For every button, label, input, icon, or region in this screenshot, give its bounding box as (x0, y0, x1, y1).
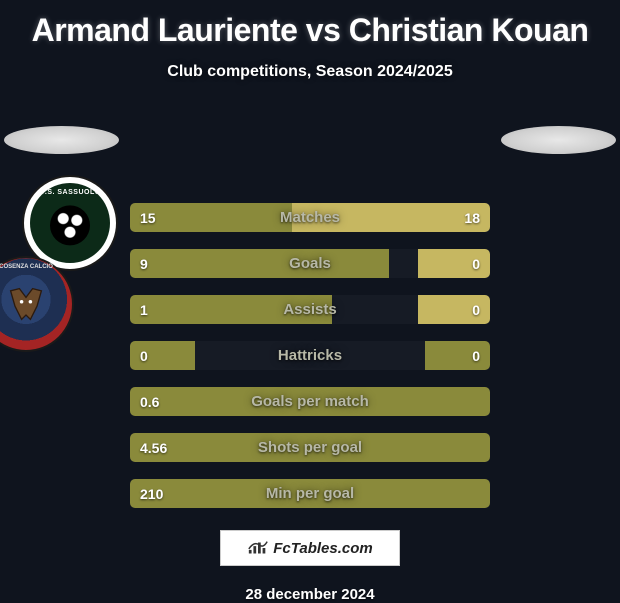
stat-bar-full (130, 433, 490, 462)
stat-row: 0.6Goals per match (130, 387, 490, 416)
player-left-platform (4, 126, 119, 154)
stat-row: 210Min per goal (130, 479, 490, 508)
stat-row: 1518Matches (130, 203, 490, 232)
stat-bar-left (130, 341, 195, 370)
stat-bar-left (130, 295, 332, 324)
team-badge-left-text: U.S. SASSUOLO (30, 189, 110, 196)
fctables-logo: FcTables.com (220, 530, 400, 566)
stat-bar-left (130, 203, 292, 232)
stat-bar-left (130, 249, 389, 278)
stat-bar-right (292, 203, 490, 232)
stat-bar-right (418, 295, 490, 324)
stat-bar-right (418, 249, 490, 278)
stat-row: 10Assists (130, 295, 490, 324)
stat-bar-full (130, 479, 490, 508)
subtitle: Club competitions, Season 2024/2025 (0, 63, 620, 81)
player-right-platform (501, 126, 616, 154)
stat-bar-right (425, 341, 490, 370)
stats-container: 1518Matches 90Goals 10Assists 00Hattricks 0.… (0, 203, 620, 508)
stat-row: 90Goals (130, 249, 490, 278)
stat-bar-full (130, 387, 490, 416)
comparison-title: Armand Lauriente vs Christian Kouan (0, 0, 620, 49)
stat-row: 4.56Shots per goal (130, 433, 490, 462)
snapshot-date: 28 december 2024 (0, 586, 620, 603)
stat-row: 00Hattricks (130, 341, 490, 370)
fctables-text: FcTables.com (273, 540, 372, 557)
chart-wave-icon (247, 537, 269, 559)
